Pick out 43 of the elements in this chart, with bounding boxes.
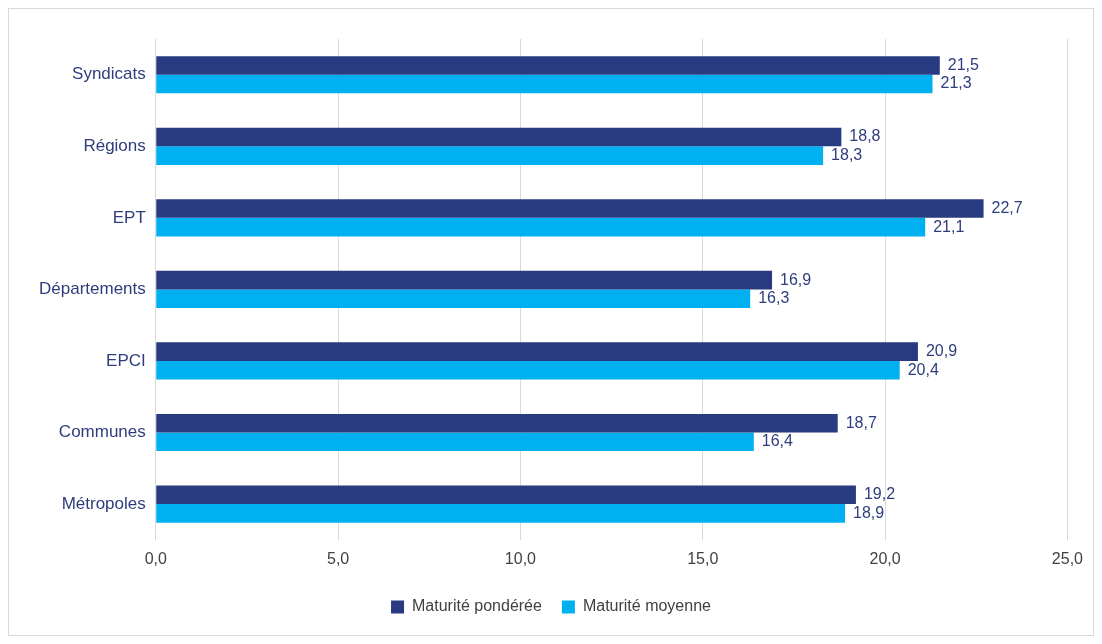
data-label: 16,3 xyxy=(758,289,790,307)
data-label: 18,3 xyxy=(831,146,863,164)
bar xyxy=(156,432,754,452)
y-tick-label: EPT xyxy=(112,207,146,227)
x-tick-label: 5,0 xyxy=(326,549,350,567)
data-label: 16,4 xyxy=(761,432,794,450)
legend-label: Maturité pondérée xyxy=(412,597,542,615)
bar xyxy=(156,485,856,505)
x-tick-label: 20,0 xyxy=(869,549,901,567)
bar xyxy=(156,360,900,380)
y-tick-label: Communes xyxy=(58,422,146,442)
data-label: 18,9 xyxy=(852,503,885,521)
bar xyxy=(156,74,933,94)
data-label: 20,9 xyxy=(925,342,958,360)
x-tick-label: 25,0 xyxy=(1051,549,1084,567)
x-tick-label: 15,0 xyxy=(687,549,719,567)
data-label: 16,9 xyxy=(780,270,812,288)
legend-label: Maturité moyenne xyxy=(582,597,712,615)
bar xyxy=(156,504,845,523)
data-label: 18,7 xyxy=(845,413,877,431)
bar xyxy=(156,146,824,165)
bar xyxy=(156,289,751,308)
data-label: 21,3 xyxy=(940,74,972,92)
y-tick-label: Syndicats xyxy=(72,64,146,84)
data-label: 20,4 xyxy=(907,360,939,378)
bar xyxy=(156,413,838,433)
y-tick-label: EPCI xyxy=(106,350,146,370)
bar xyxy=(156,199,984,218)
data-label: 19,2 xyxy=(863,485,896,503)
data-label: 21,1 xyxy=(933,217,965,235)
bar xyxy=(156,56,940,75)
data-label: 18,8 xyxy=(849,127,881,145)
y-tick-label: Métropoles xyxy=(61,493,146,513)
y-tick-label: Régions xyxy=(83,136,146,155)
bar xyxy=(156,217,926,237)
data-label: 22,7 xyxy=(991,198,1023,216)
bar xyxy=(156,342,918,361)
x-tick-label: 0,0 xyxy=(144,549,167,567)
data-label: 21,5 xyxy=(947,55,980,73)
bar xyxy=(156,270,773,290)
y-tick-label: Départements xyxy=(38,279,146,299)
bar xyxy=(156,127,842,147)
x-tick-label: 10,0 xyxy=(504,549,537,567)
